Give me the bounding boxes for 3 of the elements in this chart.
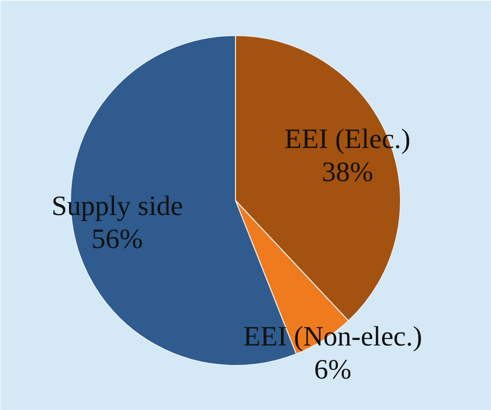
data-label: 38%	[322, 157, 374, 188]
data-label: 6%	[314, 354, 352, 386]
data-label: 56%	[92, 224, 143, 256]
